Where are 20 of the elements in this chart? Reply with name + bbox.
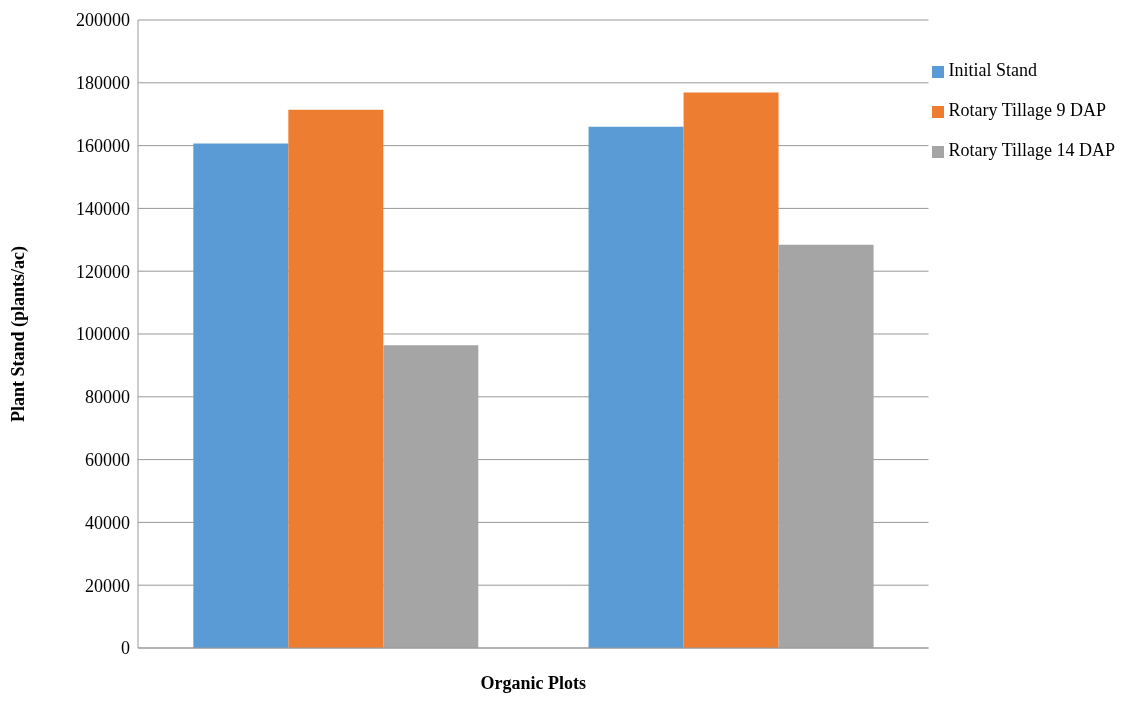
y-tick-label: 100000 xyxy=(76,324,130,345)
legend-label: Initial Stand xyxy=(948,60,1037,80)
y-tick-label: 180000 xyxy=(76,73,130,94)
y-tick-label: 20000 xyxy=(85,575,130,596)
x-axis-title: Organic Plots xyxy=(480,672,586,693)
bar xyxy=(588,126,684,648)
legend-label: Rotary Tillage 14 DAP xyxy=(948,140,1115,160)
y-tick-label: 40000 xyxy=(85,512,130,533)
bar xyxy=(288,109,384,648)
y-tick-label: 80000 xyxy=(85,387,130,408)
y-tick-label: 0 xyxy=(121,638,130,659)
y-axis-title: Plant Stand (plants/ac) xyxy=(8,245,30,423)
y-tick-label: 120000 xyxy=(76,261,130,282)
bar xyxy=(683,92,779,648)
y-tick-label: 200000 xyxy=(76,10,130,31)
legend-label: Rotary Tillage 9 DAP xyxy=(948,100,1106,120)
bar xyxy=(193,143,289,648)
y-tick-label: 60000 xyxy=(85,449,130,470)
y-tick-label: 140000 xyxy=(76,198,130,219)
y-tick-label: 160000 xyxy=(76,135,130,156)
